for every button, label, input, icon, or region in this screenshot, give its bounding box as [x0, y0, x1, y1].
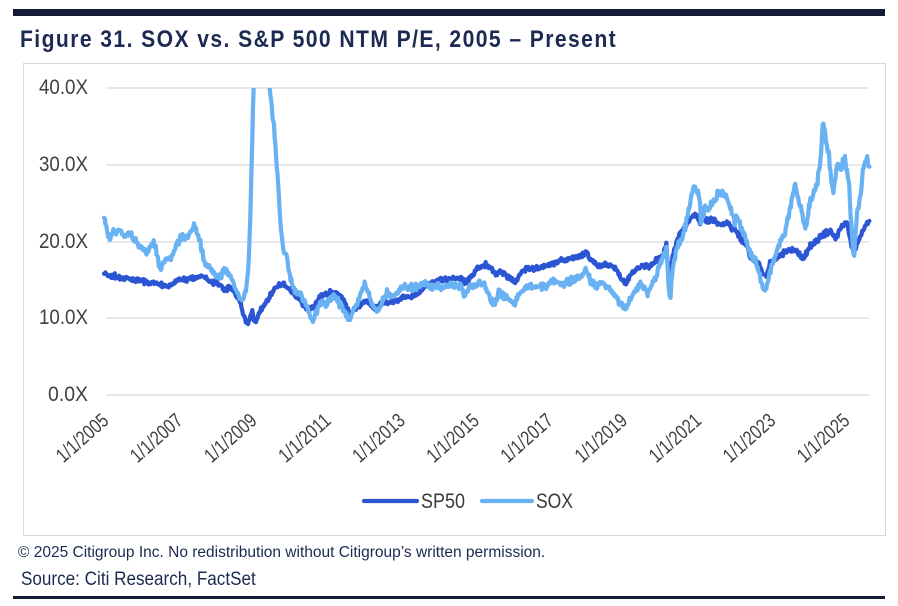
- svg-text:0.0X: 0.0X: [48, 383, 88, 406]
- svg-text:1/1/2013: 1/1/2013: [349, 410, 410, 468]
- svg-text:1/1/2015: 1/1/2015: [423, 410, 484, 468]
- svg-text:1/1/2009: 1/1/2009: [200, 410, 261, 468]
- svg-text:10.0X: 10.0X: [39, 306, 88, 329]
- svg-text:1/1/2005: 1/1/2005: [52, 410, 113, 468]
- svg-text:SP50: SP50: [421, 490, 465, 513]
- svg-text:1/1/2025: 1/1/2025: [793, 410, 854, 468]
- svg-text:1/1/2011: 1/1/2011: [274, 410, 335, 468]
- svg-text:SOX: SOX: [536, 490, 573, 513]
- svg-text:1/1/2019: 1/1/2019: [571, 410, 632, 468]
- svg-text:1/1/2021: 1/1/2021: [645, 410, 706, 468]
- svg-text:20.0X: 20.0X: [39, 230, 88, 253]
- svg-text:1/1/2007: 1/1/2007: [126, 410, 187, 468]
- svg-text:1/1/2023: 1/1/2023: [719, 410, 780, 468]
- svg-text:40.0X: 40.0X: [39, 76, 88, 99]
- svg-text:1/1/2017: 1/1/2017: [497, 410, 558, 468]
- svg-text:30.0X: 30.0X: [39, 153, 88, 176]
